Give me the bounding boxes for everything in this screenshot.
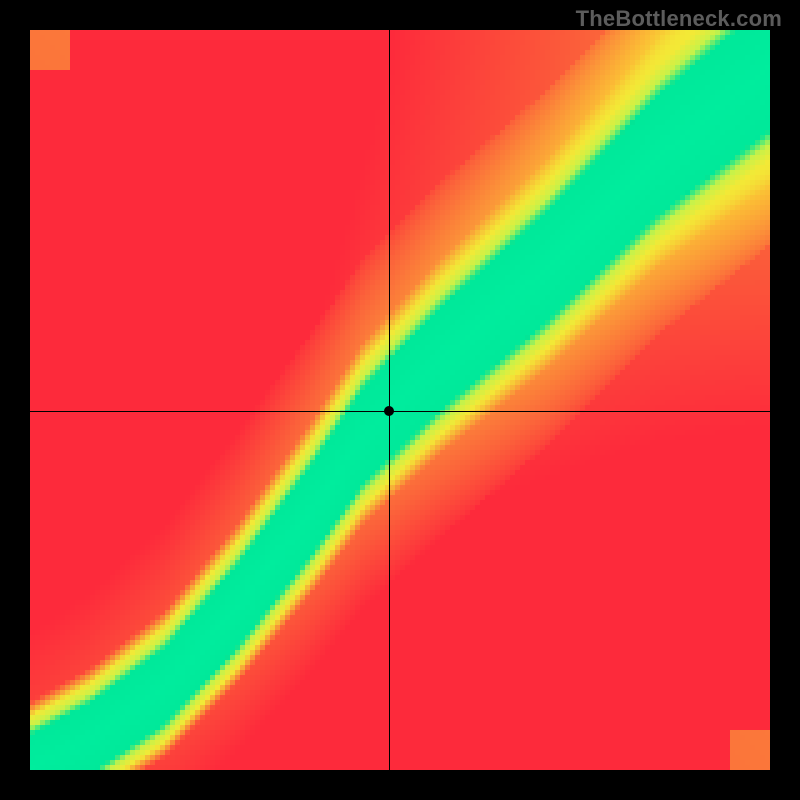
watermark-text: TheBottleneck.com: [576, 6, 782, 32]
bottleneck-heatmap: [30, 30, 770, 770]
chart-container: TheBottleneck.com: [0, 0, 800, 800]
crosshair-vertical: [389, 30, 390, 770]
crosshair-horizontal: [30, 411, 770, 412]
marker-dot: [384, 406, 394, 416]
plot-area: [30, 30, 770, 770]
